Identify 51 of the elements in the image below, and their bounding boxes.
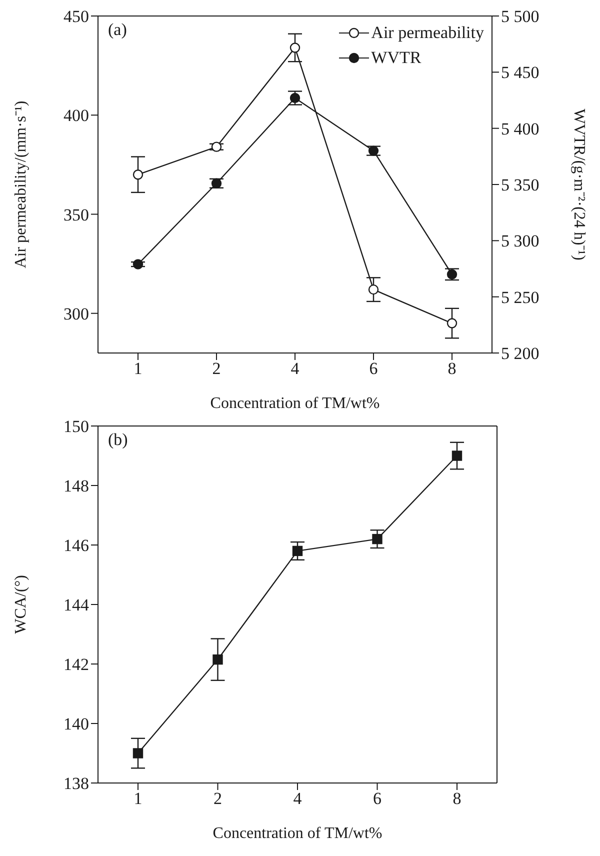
point	[290, 42, 300, 53]
x-tick-label: 2	[212, 359, 221, 378]
point	[132, 169, 144, 180]
x-tick-label: 8	[452, 789, 462, 808]
y-tick-label: 450	[64, 7, 89, 26]
y2-tick-label: 5 300	[501, 232, 540, 251]
y-axis-title: WCA/(°)	[12, 575, 30, 634]
y-tick-label: 140	[64, 714, 89, 734]
y2-tick-label: 5 200	[501, 344, 540, 364]
point	[446, 269, 458, 280]
point	[452, 450, 462, 461]
y-tick-label: 148	[64, 476, 89, 496]
point	[211, 178, 222, 188]
point	[132, 748, 144, 758]
point	[212, 654, 223, 665]
y-tick-label: 138	[64, 774, 89, 794]
y-tick-label: 144	[64, 596, 90, 615]
point	[292, 546, 303, 556]
x-axis-title: Concentration of TM/wt%	[212, 825, 382, 842]
y-axis-title: Air permeability/(mm·s⁻¹)	[12, 100, 30, 268]
legend-label: WVTR	[371, 47, 422, 69]
x-tick-label: 1	[134, 789, 142, 808]
y-tick-label: 146	[64, 536, 89, 556]
y2-tick-label: 5 400	[501, 119, 540, 138]
y2-tick-label: 5 250	[501, 288, 540, 307]
y-tick-label: 350	[64, 205, 89, 224]
y-tick-label: 300	[64, 304, 89, 324]
legend-label: Air permeability	[371, 22, 484, 44]
point	[368, 146, 379, 156]
point	[446, 318, 458, 328]
point	[368, 284, 379, 295]
point	[211, 142, 222, 152]
x-tick-label: 6	[369, 359, 378, 378]
y2-tick-label: 5 450	[501, 63, 540, 82]
x-tick-label: 6	[373, 789, 382, 808]
x-tick-label: 2	[214, 789, 222, 808]
annotation: (a)	[108, 20, 127, 40]
y-tick-label: 400	[64, 106, 89, 126]
x-tick-label: 4	[293, 789, 302, 808]
y2-axis-title: WVTR/(g·m⁻²·(24 h)⁻¹)	[570, 108, 588, 260]
point	[372, 534, 382, 544]
y-tick-label: 150	[64, 417, 89, 436]
x-tick-label: 8	[448, 359, 456, 378]
x-tick-label: 1	[134, 359, 142, 378]
y2-tick-label: 5 500	[501, 7, 540, 26]
x-axis-title: Concentration of TM/wt%	[210, 395, 380, 412]
point	[132, 259, 144, 270]
y-tick-label: 142	[64, 655, 89, 674]
x-tick-label: 4	[290, 359, 300, 378]
y2-tick-label: 5 350	[501, 176, 540, 195]
annotation: (b)	[108, 430, 128, 450]
